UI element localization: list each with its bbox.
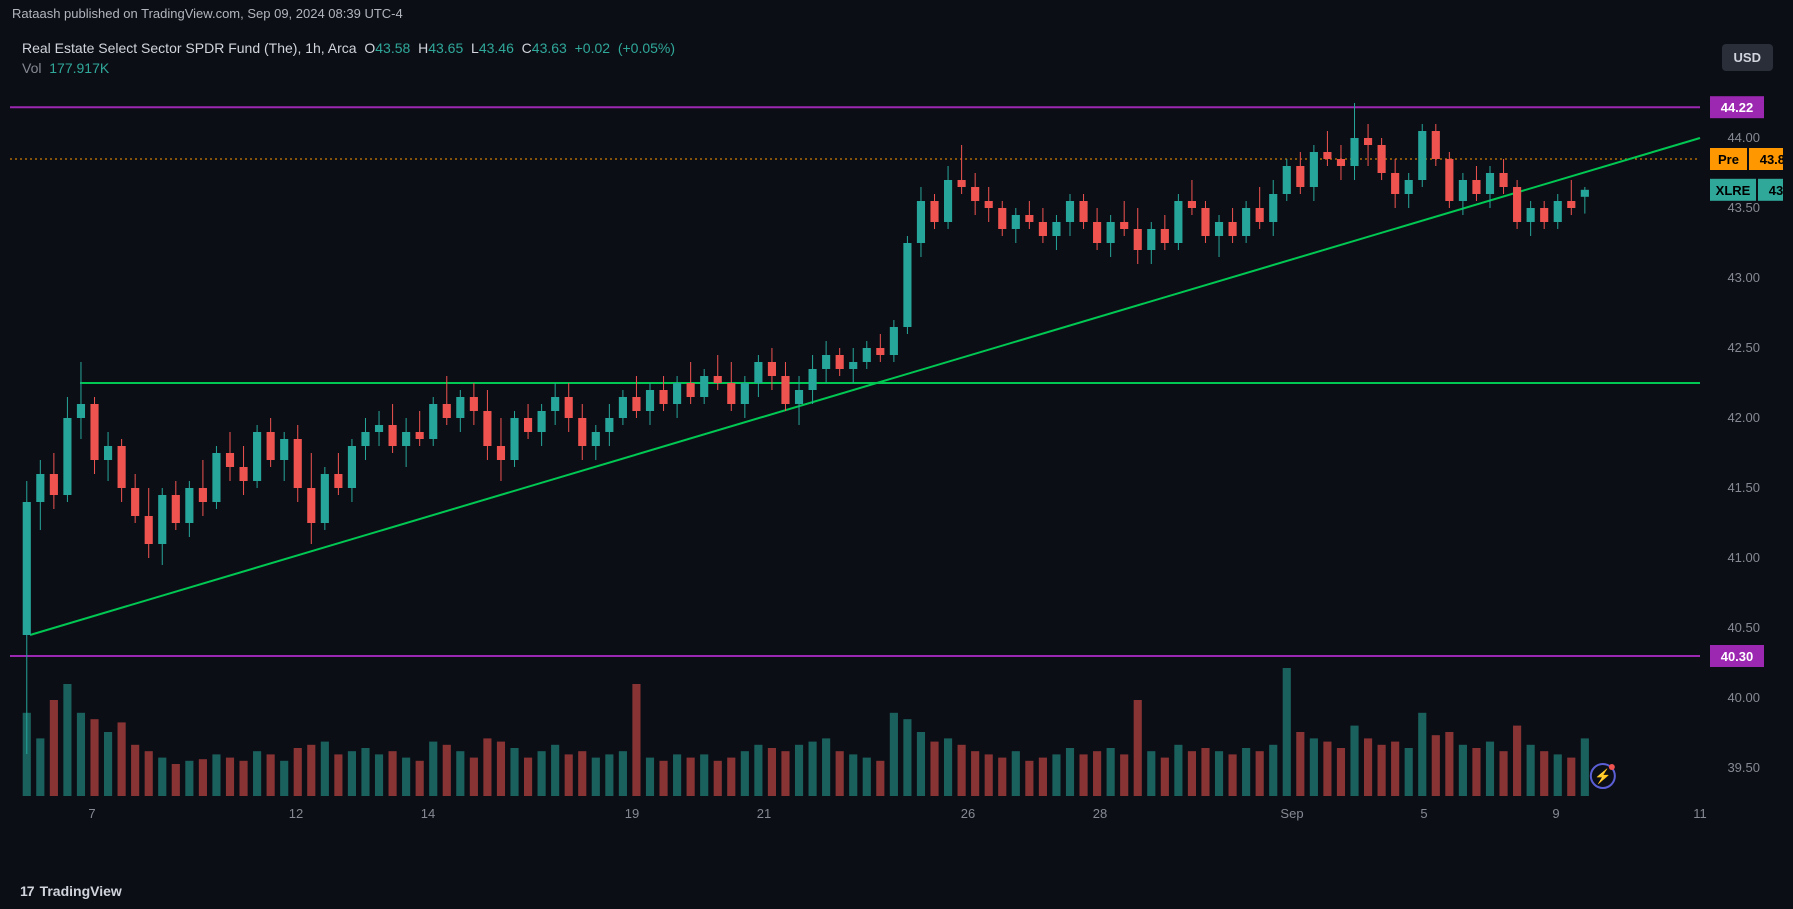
publish-text: Rataash published on TradingView.com, Se… [12,6,403,21]
legend-volume-row: Vol 177.917K [22,60,675,76]
svg-text:⚡: ⚡ [1594,768,1611,785]
tradingview-watermark: 17 TradingView [20,883,122,899]
change-pct: (+0.05%) [618,40,675,56]
symbol-name: Real Estate Select Sector SPDR Fund (The… [22,40,357,56]
svg-text:Pre: Pre [1718,152,1739,167]
price-chart[interactable]: 39.50 40.00 40.50 41.00 41.50 42.00 42.50 43.00… [10,36,1783,859]
high-value: 43.65 [428,40,463,56]
change-value: +0.02 [575,40,610,56]
svg-text:XLRE: XLRE [1716,183,1751,198]
publish-banner: Rataash published on TradingView.com, Se… [0,0,1793,30]
svg-text:12: 12 [289,806,303,821]
open-label: O [364,40,375,56]
svg-text:43.85: 43.85 [1760,152,1783,167]
svg-text:42.00: 42.00 [1727,410,1760,425]
svg-text:43.63: 43.63 [1769,183,1783,198]
svg-text:40.00: 40.00 [1727,690,1760,705]
svg-text:40.50: 40.50 [1727,620,1760,635]
chart-svg: 39.50 40.00 40.50 41.00 41.50 42.00 42.50 43.00… [10,36,1783,836]
tradingview-brand: TradingView [40,883,122,899]
volume-value: 177.917K [49,60,109,76]
svg-text:21: 21 [757,806,771,821]
low-label: L [471,40,479,56]
low-value: 43.46 [479,40,514,56]
svg-text:44.22: 44.22 [1721,100,1754,115]
svg-text:14: 14 [421,806,435,821]
svg-text:19: 19 [625,806,639,821]
svg-text:Sep: Sep [1280,806,1303,821]
svg-text:5: 5 [1420,806,1427,821]
svg-text:42.50: 42.50 [1727,340,1760,355]
svg-text:11: 11 [1693,806,1707,821]
svg-text:41.00: 41.00 [1727,550,1760,565]
close-value: 43.63 [532,40,567,56]
svg-text:28: 28 [1093,806,1107,821]
volume-label: Vol [22,60,41,76]
svg-text:44.00: 44.00 [1727,130,1760,145]
svg-text:9: 9 [1552,806,1559,821]
svg-text:43.00: 43.00 [1727,270,1760,285]
svg-text:41.50: 41.50 [1727,480,1760,495]
svg-text:43.50: 43.50 [1727,200,1760,215]
svg-text:7: 7 [88,806,95,821]
svg-text:40.30: 40.30 [1721,649,1754,664]
svg-text:26: 26 [961,806,975,821]
chart-legend: Real Estate Select Sector SPDR Fund (The… [22,40,675,76]
svg-text:39.50: 39.50 [1727,760,1760,775]
high-label: H [418,40,428,56]
legend-main-row: Real Estate Select Sector SPDR Fund (The… [22,40,675,56]
close-label: C [522,40,532,56]
open-value: 43.58 [375,40,410,56]
tradingview-logo-icon: 17 [20,883,34,899]
